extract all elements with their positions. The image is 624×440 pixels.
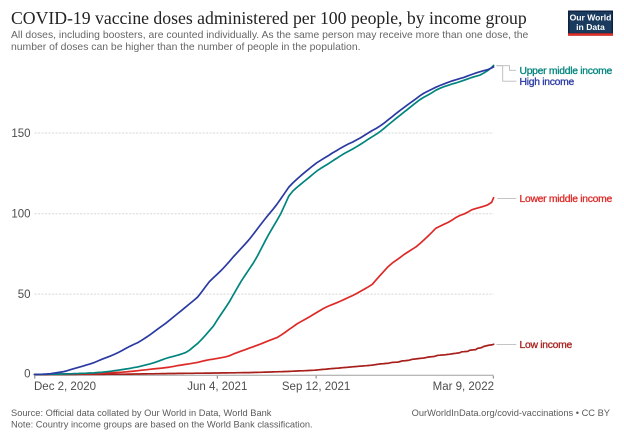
svg-text:number of doses can be higher: number of doses can be higher than the n… — [11, 42, 361, 53]
svg-text:Jun 4, 2021: Jun 4, 2021 — [187, 381, 247, 393]
svg-text:All doses, including boosters,: All doses, including boosters, are count… — [11, 30, 529, 41]
svg-text:Upper middle income: Upper middle income — [520, 66, 613, 77]
svg-text:Dec 2, 2020: Dec 2, 2020 — [34, 381, 96, 393]
svg-text:150: 150 — [11, 128, 30, 140]
svg-text:OurWorldInData.org/covid-vacci: OurWorldInData.org/covid-vaccinations • … — [412, 408, 610, 418]
svg-text:0: 0 — [24, 368, 30, 380]
svg-text:50: 50 — [18, 289, 31, 301]
svg-text:COVID-19 vaccine doses adminis: COVID-19 vaccine doses administered per … — [11, 8, 527, 28]
svg-text:100: 100 — [11, 209, 30, 221]
svg-text:Lower middle income: Lower middle income — [520, 194, 613, 205]
svg-text:Our World: Our World — [570, 13, 612, 23]
svg-text:Note: Country income groups ar: Note: Country income groups are based on… — [11, 419, 313, 429]
svg-text:High income: High income — [520, 77, 575, 88]
svg-text:in Data: in Data — [576, 22, 605, 32]
svg-text:Sep 12, 2021: Sep 12, 2021 — [282, 381, 350, 393]
svg-text:Low income: Low income — [520, 340, 573, 351]
svg-text:Mar 9, 2022: Mar 9, 2022 — [433, 381, 494, 393]
svg-text:Source: Official data collated: Source: Official data collated by Our Wo… — [11, 408, 272, 418]
